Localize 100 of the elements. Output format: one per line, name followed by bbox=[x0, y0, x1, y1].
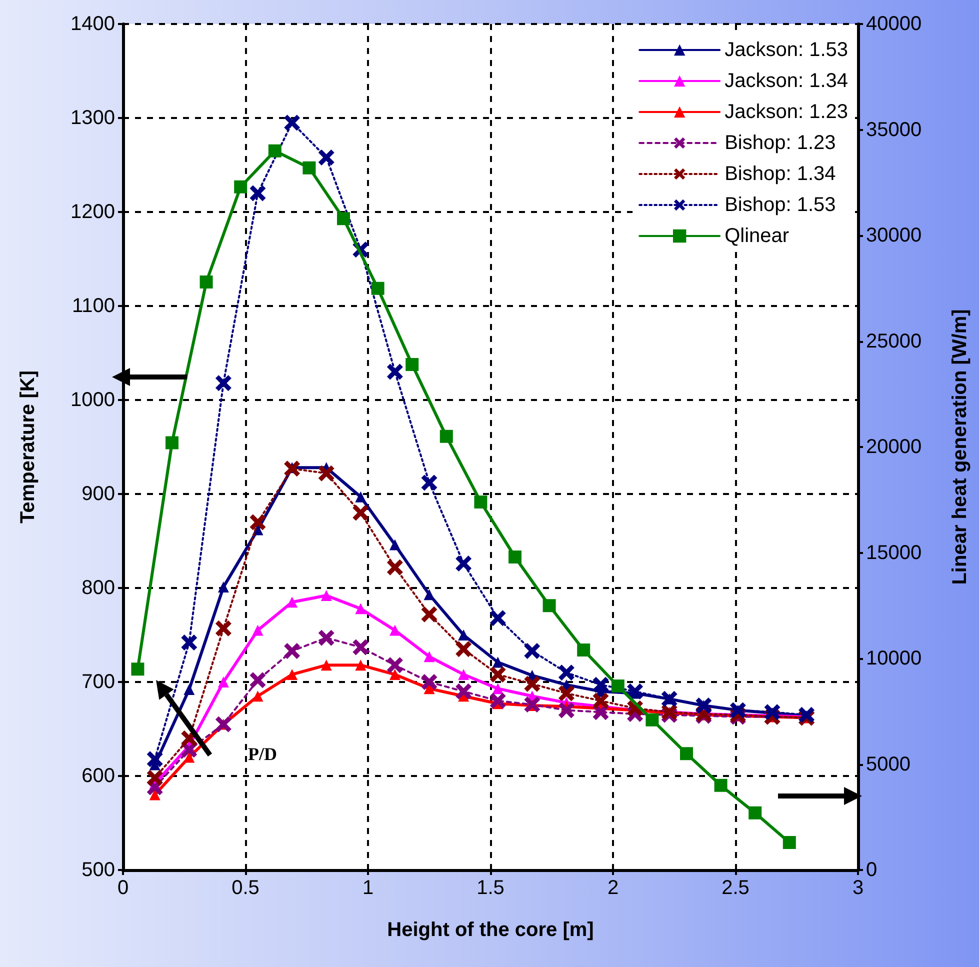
point bbox=[490, 666, 506, 682]
x-tick-label: 2 bbox=[607, 877, 619, 899]
point bbox=[592, 676, 609, 693]
point bbox=[542, 599, 556, 612]
point bbox=[218, 676, 229, 688]
point bbox=[215, 375, 232, 392]
legend-label: Bishop: 1.53 bbox=[724, 194, 836, 216]
x-tick-label: 0 bbox=[117, 877, 129, 899]
x-tick-label: 1 bbox=[362, 877, 374, 899]
y-tick-label: 500 bbox=[82, 859, 115, 881]
point bbox=[286, 668, 298, 680]
point bbox=[352, 639, 369, 656]
y-axis-title: Temperature [K] bbox=[17, 370, 39, 524]
point bbox=[337, 212, 350, 226]
point bbox=[458, 630, 470, 640]
point bbox=[592, 692, 609, 709]
point bbox=[355, 660, 366, 671]
point bbox=[184, 684, 195, 696]
point bbox=[318, 465, 334, 482]
point bbox=[456, 641, 472, 658]
point bbox=[284, 460, 300, 477]
point bbox=[250, 185, 266, 202]
point bbox=[524, 642, 540, 659]
legend-label: Jackson: 1.34 bbox=[724, 70, 848, 92]
y-tick-label: 1100 bbox=[72, 295, 115, 317]
point bbox=[421, 474, 438, 491]
y2-axis-title: Linear heat generation [W/m] bbox=[949, 309, 971, 585]
point bbox=[558, 664, 574, 681]
point bbox=[318, 630, 334, 646]
point bbox=[146, 751, 163, 768]
point bbox=[320, 660, 332, 671]
legend-label: Jackson: 1.53 bbox=[724, 39, 848, 61]
point bbox=[558, 702, 574, 718]
point bbox=[456, 556, 472, 572]
point bbox=[371, 282, 384, 295]
y2-tick-label: 5000 bbox=[866, 753, 910, 776]
y2-tick-label: 30000 bbox=[866, 224, 922, 246]
point bbox=[421, 674, 438, 690]
point bbox=[386, 657, 403, 674]
point bbox=[490, 692, 506, 709]
point bbox=[714, 778, 728, 792]
point bbox=[577, 644, 590, 657]
point bbox=[458, 668, 470, 680]
y-tick-label: 1000 bbox=[70, 389, 115, 411]
point bbox=[456, 683, 472, 700]
point bbox=[268, 144, 282, 158]
point bbox=[524, 696, 540, 713]
point bbox=[218, 582, 229, 593]
point bbox=[421, 606, 438, 622]
point bbox=[627, 683, 644, 700]
y-tick-label: 800 bbox=[82, 577, 115, 599]
point bbox=[320, 590, 332, 602]
point bbox=[355, 491, 366, 502]
legend-label: Bishop: 1.23 bbox=[724, 132, 836, 154]
legend-label: Qlinear bbox=[724, 225, 790, 247]
point bbox=[181, 634, 198, 651]
point bbox=[492, 683, 504, 694]
x-tick-label: 1.5 bbox=[476, 877, 504, 899]
point bbox=[355, 603, 366, 614]
y-tick-label: 900 bbox=[82, 483, 115, 505]
y2-tick-label: 40000 bbox=[866, 13, 922, 35]
legend-label: Jackson: 1.23 bbox=[724, 101, 848, 123]
point bbox=[440, 430, 453, 443]
point bbox=[252, 690, 264, 702]
point bbox=[250, 514, 266, 530]
y-tick-label: 1300 bbox=[70, 107, 115, 129]
point bbox=[284, 642, 300, 659]
point bbox=[200, 276, 213, 289]
x-tick-label: 0.5 bbox=[232, 877, 260, 899]
y2-tick-label: 35000 bbox=[866, 118, 922, 141]
point bbox=[302, 161, 316, 174]
point bbox=[284, 114, 300, 131]
point bbox=[798, 706, 815, 723]
point bbox=[252, 624, 264, 636]
point bbox=[149, 789, 160, 800]
point bbox=[558, 685, 574, 702]
y-tick-label: 700 bbox=[82, 671, 115, 693]
y2-tick-label: 0 bbox=[866, 859, 878, 881]
point bbox=[611, 679, 624, 692]
y-tick-label: 1200 bbox=[70, 201, 115, 223]
y-tick-label: 600 bbox=[82, 765, 115, 787]
point bbox=[492, 656, 504, 668]
legend-label: Bishop: 1.34 bbox=[724, 163, 836, 185]
point bbox=[386, 364, 403, 380]
point bbox=[184, 752, 195, 763]
point bbox=[131, 662, 144, 676]
point bbox=[490, 610, 506, 626]
y2-tick-label: 15000 bbox=[866, 542, 922, 564]
point bbox=[250, 672, 266, 688]
point bbox=[286, 596, 298, 608]
y2-tick-label: 25000 bbox=[866, 330, 922, 352]
point bbox=[474, 495, 488, 508]
point bbox=[146, 770, 163, 786]
point bbox=[352, 504, 369, 521]
point bbox=[646, 713, 659, 726]
point bbox=[389, 668, 400, 680]
x-axis-title: Height of the core [m] bbox=[387, 919, 594, 941]
y2-tick-label: 10000 bbox=[866, 648, 922, 670]
point bbox=[389, 539, 400, 550]
point bbox=[424, 589, 435, 600]
